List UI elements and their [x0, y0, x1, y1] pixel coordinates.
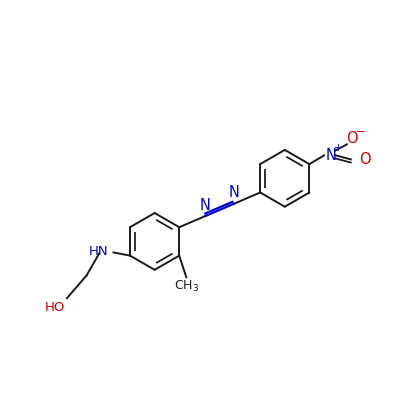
- Text: +: +: [334, 143, 342, 153]
- Text: N: N: [326, 148, 336, 163]
- Text: HO: HO: [44, 300, 65, 314]
- Text: O: O: [346, 131, 358, 146]
- Text: N: N: [229, 186, 240, 200]
- Text: HN: HN: [89, 245, 108, 258]
- Text: N: N: [200, 198, 210, 213]
- Text: O: O: [359, 152, 370, 167]
- Text: CH$_3$: CH$_3$: [174, 279, 199, 294]
- Text: −: −: [355, 125, 365, 138]
